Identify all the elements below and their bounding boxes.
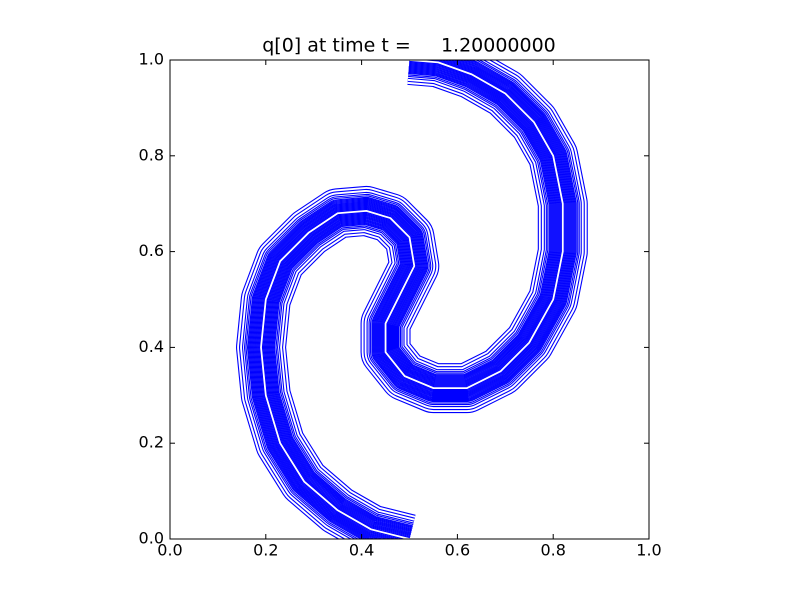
contour-gap xyxy=(260,60,564,539)
x-tick-label: 0.4 xyxy=(349,541,374,560)
y-tick-label: 0.2 xyxy=(139,433,164,452)
axes-frame xyxy=(169,59,650,540)
y-tick-label: 0.4 xyxy=(139,337,164,356)
y-tick-label: 1.0 xyxy=(139,50,164,69)
x-tick-label: 0.6 xyxy=(445,541,470,560)
y-tick-label: 0.6 xyxy=(139,241,164,260)
y-tick-label: 0.0 xyxy=(139,529,164,548)
x-tick-label: 0.2 xyxy=(253,541,278,560)
x-tick-label: 1.0 xyxy=(636,541,661,560)
y-tick-label: 0.8 xyxy=(139,145,164,164)
x-tick-label: 0.0 xyxy=(157,541,182,560)
chart-title: q[0] at time t = 1.20000000 xyxy=(262,35,556,57)
x-tick-label: 0.8 xyxy=(540,541,565,560)
plot-area xyxy=(236,60,588,539)
